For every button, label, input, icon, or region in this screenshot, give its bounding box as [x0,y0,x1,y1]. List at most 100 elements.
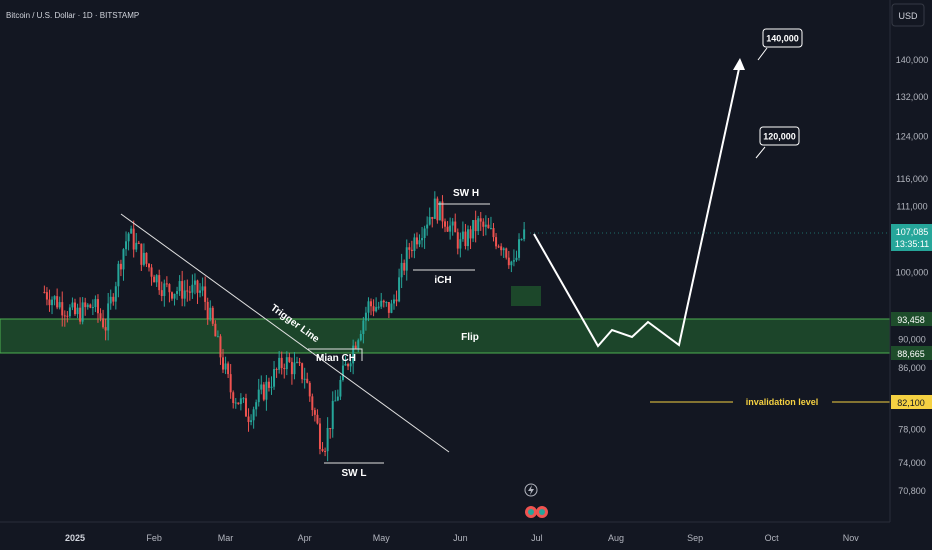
candle-body [403,262,406,271]
candle-body [324,451,327,453]
candle-body [326,427,329,452]
candle-body [244,398,247,417]
candle-body [96,299,99,314]
candle-body [311,396,314,411]
candle-body [112,296,115,302]
candle-body [377,306,380,308]
candle-body [472,220,475,239]
candle-body [466,229,469,247]
price-tick-label: 90,000 [898,334,926,344]
event-flash-icon[interactable] [524,483,538,497]
candle-body [114,286,117,302]
target-120k-box [759,126,800,146]
candle-body [219,336,222,358]
candle-body [216,336,219,338]
price-axis[interactable]: 140,000 132,000 124,000 116,000 111,000 100,0… [889,0,929,522]
sw-high-label: SW H [453,188,479,199]
flip-label: Flip [461,332,479,343]
candle-body [451,221,454,226]
candle-body [196,280,199,293]
currency-button-label: USD [898,11,918,21]
target-120k-label: 120,000 [763,132,796,142]
candle-body [153,276,156,283]
candle-body [510,261,513,266]
candle-body [104,327,107,331]
candle-body [436,198,439,221]
candle-body [515,257,518,261]
candle-body [290,361,293,375]
candle-body [209,307,212,320]
candle-body [137,242,140,244]
candle-body [446,226,449,232]
candle-body [349,363,352,367]
time-tick-label: Feb [146,533,162,543]
flip-top-tag [891,312,932,326]
candle-body [68,307,71,317]
candle-body [456,232,459,249]
ich-label: iCH [434,275,451,286]
candle-body [252,409,255,421]
candle-body [459,239,462,249]
candle-body [375,307,378,312]
candle-body [303,378,306,380]
candle-body [273,369,276,387]
candle-body [367,301,370,313]
current-price-tag [891,224,932,251]
invalidation-label: invalidation level [746,397,819,407]
candle-body [421,238,424,241]
candle-body [66,315,69,317]
candle-body [280,357,283,368]
candle-body [229,374,232,393]
price-tick-label: 86,000 [898,363,926,373]
price-tick-label: 111,000 [896,202,927,212]
candle-body [357,340,360,349]
candle-body [191,284,194,293]
candle-body [469,229,472,239]
candle-body [497,246,500,248]
target-zone-box [511,286,541,306]
candle-body [170,292,173,299]
candle-body [76,307,79,315]
candle-body [438,201,441,221]
candle-body [489,228,492,230]
currency-button[interactable] [891,3,925,27]
target-140k-box [762,28,803,48]
time-tick-label: Nov [843,533,860,543]
candle-body [257,389,260,403]
candle-body [505,248,508,258]
candle-body [91,307,94,309]
candle-body [454,221,457,233]
candle-body [53,296,56,300]
candle-body [415,237,418,245]
candle-body [464,231,467,247]
candle-body [336,396,339,401]
candle-body [262,384,265,400]
candle-body [523,229,526,240]
candle-body [359,334,362,341]
time-tick-label: Jul [531,533,543,543]
symbol-title[interactable]: Bitcoin / U.S. Dollar · 1D · BITSTAMP [6,11,139,20]
candle-body [79,307,82,322]
candle-body [204,286,207,302]
candle-body [313,410,316,415]
candle-body [74,302,76,315]
price-tick-label: 140,000 [896,55,929,65]
candlestick-series [43,191,526,462]
candle-body [201,286,204,291]
candle-body [410,249,413,251]
price-tick-label: 100,000 [896,268,929,278]
time-tick-label: Jun [453,533,468,543]
candle-body [107,303,110,331]
candle-body [364,312,367,321]
candle-body [512,260,515,262]
candle-body [188,291,191,293]
time-tick-label: 2025 [65,533,85,543]
time-axis[interactable]: 2025 Feb Mar Apr May Jun Jul Aug Sep Oct Nov [0,521,890,543]
candle-body [48,299,51,306]
candle-body [63,315,66,317]
candle-body [224,363,227,370]
event-earnings-icon[interactable] [525,506,548,518]
time-tick-label: Apr [298,533,312,543]
candle-body [341,365,344,381]
